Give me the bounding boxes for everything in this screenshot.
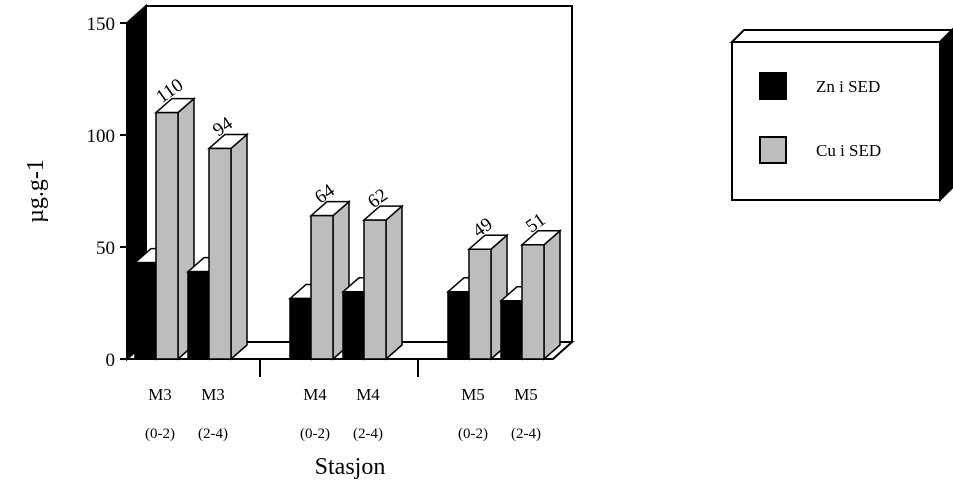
cu-bar	[521, 244, 545, 360]
zn-bar	[289, 297, 313, 360]
category-label: M5	[514, 385, 538, 404]
zn-bar	[187, 270, 211, 360]
category-sublabel: (0-2)	[300, 426, 330, 442]
cu-bar	[155, 111, 179, 360]
legend-swatch	[759, 136, 787, 164]
category-label: M4	[356, 385, 380, 404]
cu-bar	[468, 248, 492, 360]
cu-bar	[208, 147, 232, 360]
category-sublabel: (2-4)	[511, 426, 541, 442]
cu-bar	[310, 214, 334, 360]
category-label: M5	[461, 385, 485, 404]
legend-swatch	[759, 72, 787, 100]
legend-label: Cu i SED	[816, 141, 881, 160]
category-label: M4	[303, 385, 327, 404]
legend: Zn i SED Cu i SED	[729, 27, 953, 203]
category-sublabel: (2-4)	[353, 426, 383, 442]
y-tick-label: 50	[96, 238, 115, 259]
cu-bar	[363, 219, 387, 360]
zn-bar	[134, 261, 158, 360]
category-sublabel: (0-2)	[458, 426, 488, 442]
legend-top	[729, 29, 953, 43]
y-tick-label: 0	[106, 350, 116, 371]
category-sublabel: (0-2)	[145, 426, 175, 442]
legend-label: Zn i SED	[816, 77, 880, 96]
zn-bar	[500, 300, 524, 360]
plot-area: 050100150µg.g-1110M3(0-2)94M3(2-4)64M4(0…	[23, 3, 575, 480]
legend-box	[731, 41, 941, 201]
category-sublabel: (2-4)	[198, 426, 228, 442]
legend-side	[939, 27, 953, 203]
y-tick-label: 100	[87, 126, 116, 147]
cu-bar-side	[543, 229, 561, 361]
cu-bar-side	[385, 204, 403, 361]
zn-bar	[342, 291, 366, 360]
category-label: M3	[148, 385, 172, 404]
y-tick-label: 150	[87, 14, 116, 35]
zn-bar	[447, 291, 471, 360]
cu-bar-side	[230, 132, 248, 361]
category-label: M3	[201, 385, 225, 404]
y-axis-title: µg.g-1	[23, 159, 49, 223]
x-axis-title: Stasjon	[315, 454, 386, 480]
